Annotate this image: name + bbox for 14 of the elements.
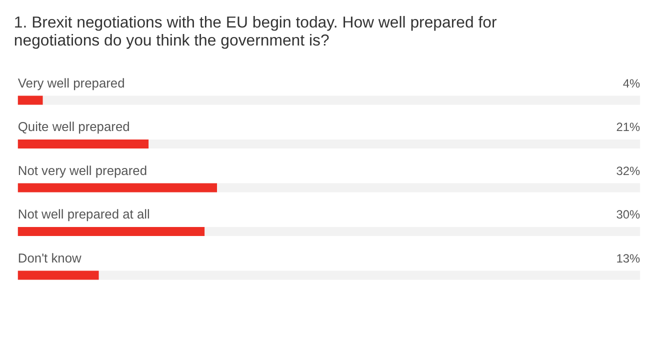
chart-title: 1. Brexit negotiations with the EU begin today. How well prepared for negotiations do you think the government is?	[14, 14, 498, 50]
bar	[18, 270, 99, 280]
data-label: 32%	[616, 164, 640, 178]
data-label: 30%	[616, 208, 640, 222]
y-tick-label: Quite well prepared	[18, 119, 130, 134]
bar	[18, 96, 43, 105]
y-tick-label: Not very well prepared	[18, 162, 148, 178]
y-tick-label: Don't know	[18, 250, 82, 266]
data-label: 4%	[622, 76, 640, 90]
bar	[18, 140, 149, 148]
y-tick-label: Not well prepared at all	[18, 206, 150, 222]
data-label: 13%	[616, 251, 640, 266]
y-tick-label: Very well prepared	[18, 75, 125, 90]
data-label: 21%	[616, 120, 640, 134]
